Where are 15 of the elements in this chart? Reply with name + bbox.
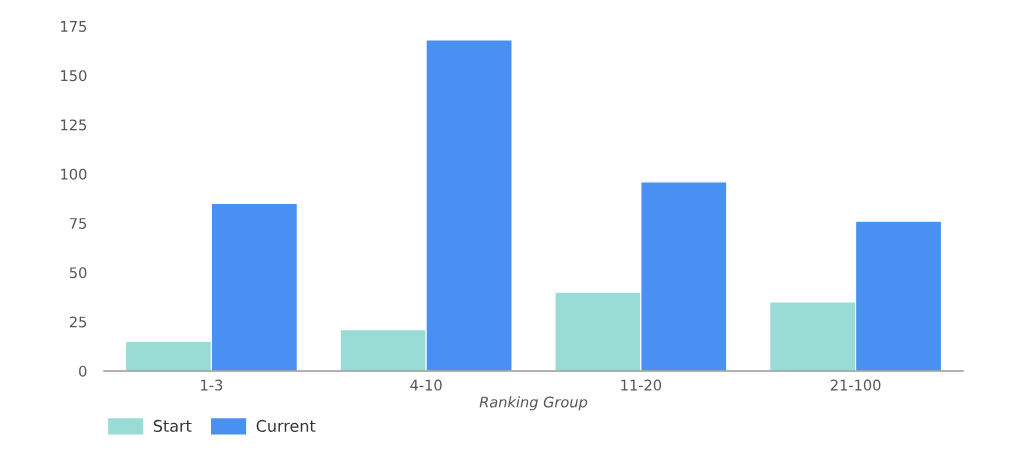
- legend-label: Current: [256, 419, 316, 432]
- y-tick-label: 150: [61, 70, 87, 82]
- x-tick-label: 4-10: [410, 379, 442, 391]
- x-axis-title: Ranking Group: [479, 396, 588, 411]
- x-tick-label: 21-100: [830, 379, 881, 391]
- y-tick-label: 0: [79, 365, 87, 377]
- x-tick-label: 11-20: [621, 379, 662, 391]
- y-tick-label: 175: [61, 21, 87, 32]
- x-tick-label: 1-3: [201, 379, 223, 391]
- y-tick-label: 50: [69, 267, 87, 279]
- legend-label: Start: [153, 419, 192, 432]
- y-tick-label: 25: [69, 316, 87, 328]
- y-tick-label: 125: [61, 119, 87, 131]
- y-tick-label: 75: [70, 218, 87, 229]
- y-tick-label: 100: [61, 168, 87, 180]
